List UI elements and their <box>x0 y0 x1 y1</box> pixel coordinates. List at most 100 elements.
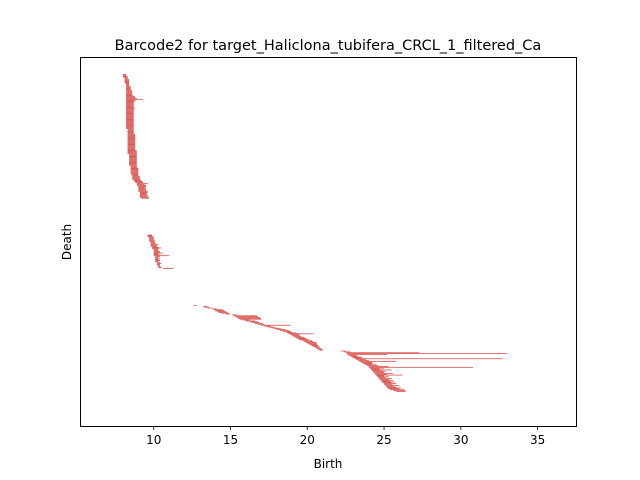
barcode-bar <box>126 83 130 85</box>
barcode-bar <box>282 330 291 332</box>
barcode-bar <box>267 326 274 328</box>
barcode-bar <box>124 79 130 80</box>
barcode-bar <box>127 138 136 140</box>
barcode-bar <box>132 176 140 178</box>
barcode-bar <box>130 171 139 172</box>
barcode-bar <box>126 110 134 111</box>
barcode-bar <box>308 343 317 345</box>
barcode-bar <box>129 162 137 164</box>
barcode-bar <box>156 262 160 263</box>
barcode-bar <box>127 141 136 142</box>
barcode-bar <box>127 151 137 153</box>
barcode-bar <box>126 95 134 97</box>
barcode-bar <box>299 339 309 341</box>
barcode-bar <box>138 185 147 187</box>
barcode-bar <box>126 96 136 98</box>
barcode-bar <box>152 247 162 249</box>
barcode-bar <box>138 188 147 190</box>
barcode-bar <box>127 140 136 141</box>
barcode-bar <box>270 327 277 329</box>
barcode-bar <box>149 239 156 241</box>
barcode-bar <box>204 306 209 308</box>
x-tick-label: 15 <box>223 433 238 447</box>
barcode-bar <box>126 102 134 104</box>
barcode-bar <box>126 110 134 112</box>
barcode-bar <box>153 254 160 256</box>
barcode-bar <box>242 319 249 321</box>
barcode-bar <box>207 307 213 309</box>
barcode-bar <box>126 119 134 121</box>
barcode-bar <box>127 129 134 130</box>
barcode-bar <box>127 132 134 134</box>
barcode-bar <box>126 125 134 127</box>
barcode-bar <box>293 335 302 337</box>
barcode-bar <box>126 105 134 107</box>
barcode-bar <box>307 342 317 344</box>
barcode-bar <box>124 80 130 82</box>
barcode-bar <box>347 354 388 355</box>
barcode-bar <box>153 249 159 251</box>
barcode-bar <box>126 108 136 110</box>
barcode-bar <box>126 94 133 96</box>
barcode-bar <box>130 165 137 167</box>
barcode-bar <box>126 113 134 115</box>
barcode-bar <box>124 82 130 84</box>
x-tick-label: 35 <box>530 433 545 447</box>
barcode-bar <box>123 74 127 76</box>
barcode-bar <box>126 86 131 88</box>
barcode-bar <box>155 256 160 257</box>
barcode-bar <box>318 348 323 350</box>
barcode-bar <box>152 248 159 250</box>
barcode-bar <box>368 366 474 368</box>
barcode-bar <box>126 91 133 92</box>
barcode-bar <box>126 117 134 119</box>
barcode-bar <box>370 368 380 370</box>
barcode-bar <box>126 124 134 126</box>
barcode-bar <box>138 190 147 191</box>
barcode-bar <box>138 190 148 192</box>
barcode-bar <box>288 333 314 335</box>
barcode-bar <box>153 251 160 253</box>
barcode-bar <box>215 310 225 311</box>
barcode-bar <box>127 129 134 131</box>
barcode-bar <box>261 324 291 326</box>
barcode-bar <box>264 325 271 327</box>
barcode-bar <box>153 250 160 252</box>
x-ticks: 10 15 20 25 30 35 <box>146 426 545 447</box>
barcode-bar <box>357 360 369 361</box>
barcode-bar <box>129 165 137 166</box>
barcode-bar <box>127 145 136 147</box>
barcode-bar <box>127 150 137 152</box>
barcode-bar <box>238 317 262 319</box>
barcode-bar <box>124 78 128 80</box>
barcode-bar <box>126 104 134 105</box>
barcode-bar <box>138 189 147 190</box>
barcode-bar <box>152 246 159 248</box>
barcode-bar <box>129 154 137 156</box>
barcode-bar <box>132 174 139 176</box>
barcode-bar <box>351 356 362 358</box>
barcode-bar <box>368 366 389 367</box>
barcode-bar <box>155 258 159 260</box>
barcode-bar <box>155 257 160 259</box>
barcode-bar <box>130 172 139 173</box>
barcode-bar <box>127 143 136 145</box>
barcode-bar <box>291 335 300 336</box>
barcode-bar <box>379 378 392 379</box>
barcode-bar <box>371 370 383 372</box>
barcode-bar <box>130 172 139 174</box>
barcode-bar <box>258 323 265 325</box>
barcode-bar <box>233 315 257 317</box>
barcode-bar <box>155 257 159 258</box>
barcode-bar <box>129 155 137 157</box>
barcode-bar <box>141 197 150 199</box>
barcode-bar <box>302 340 312 342</box>
barcode-bar <box>126 87 131 89</box>
barcode-bar <box>126 120 134 122</box>
barcode-bar <box>126 116 134 118</box>
barcode-bar <box>126 90 133 92</box>
bars-layer <box>123 74 507 392</box>
barcode-bar <box>153 250 159 251</box>
barcode-bar <box>313 346 320 348</box>
